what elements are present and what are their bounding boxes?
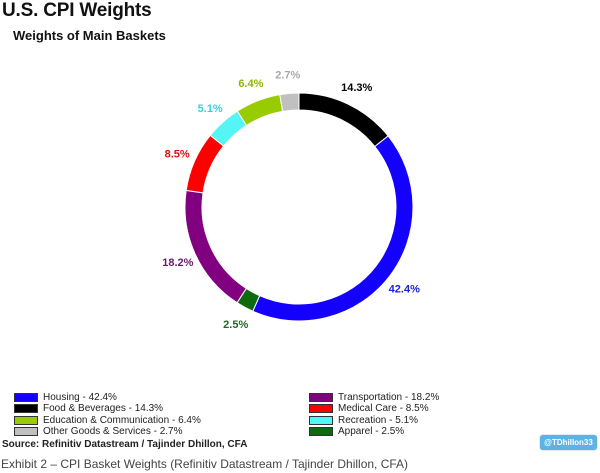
slice-label-medical-care: 8.5% (165, 149, 190, 161)
slice-label-education-communication: 6.4% (238, 78, 263, 90)
legend-label-education-communication: Education & Communication - 6.4% (43, 414, 201, 426)
slice-transportation (184, 189, 247, 304)
legend-label-apparel: Apparel - 2.5% (338, 426, 405, 437)
legend-swatch-apparel (309, 427, 333, 436)
slice-label-transportation: 18.2% (162, 257, 193, 269)
legend-item-food-beverages: Food & Beverages - 14.3% (14, 403, 163, 415)
chart-title: U.S. CPI Weights (2, 0, 152, 21)
legend-label-food-beverages: Food & Beverages - 14.3% (43, 403, 164, 414)
twitter-handle-badge: @TDhillon33 (540, 435, 597, 450)
legend-swatch-recreation (309, 415, 333, 425)
slice-label-housing: 42.4% (389, 283, 420, 295)
legend-label-transportation: Transportation - 18.2% (338, 391, 440, 403)
legend-swatch-other-goods-services (14, 427, 38, 436)
legend-item-medical-care: Medical Care - 8.5% (309, 403, 429, 415)
slice-label-apparel: 2.5% (223, 319, 248, 331)
source-note: Source: Refinitiv Datastream / Tajinder … (2, 439, 248, 450)
legend-label-recreation: Recreation - 5.1% (338, 414, 419, 426)
legend-swatch-housing (14, 392, 38, 402)
legend-item-transportation: Transportation - 18.2% (309, 391, 439, 403)
slice-education-communication (236, 94, 284, 127)
slice-label-other-goods-services: 2.7% (275, 69, 300, 81)
chart-subtitle: Weights of Main Baskets (13, 28, 166, 43)
legend-item-apparel: Apparel - 2.5% (309, 426, 404, 438)
legend-swatch-education-communication (14, 415, 38, 425)
legend-label-medical-care: Medical Care - 8.5% (338, 403, 429, 414)
legend-item-other-goods-services: Other Goods & Services - 2.7% (14, 426, 183, 438)
chart-legend: Housing - 42.4% Transportation - 18.2% Foo… (14, 391, 574, 439)
slice-label-food-beverages: 14.3% (341, 82, 372, 94)
legend-item-recreation: Recreation - 5.1% (309, 414, 418, 426)
legend-item-education-communication: Education & Communication - 6.4% (14, 414, 201, 426)
legend-swatch-food-beverages (14, 404, 38, 413)
slice-label-recreation: 5.1% (198, 103, 223, 115)
slice-food-beverages (298, 92, 389, 148)
legend-swatch-transportation (309, 392, 333, 402)
legend-label-other-goods-services: Other Goods & Services - 2.7% (43, 426, 183, 437)
legend-item-housing: Housing - 42.4% (14, 391, 117, 403)
chart-panel: U.S. CPI Weights Weights of Main Baskets… (2, 0, 597, 450)
slice-medical-care (185, 134, 225, 194)
donut-chart: 14.3% 42.4% 2.5% 18.2% 8.5% 5.1% 6.4% 2.7% (162, 69, 420, 331)
legend-swatch-medical-care (309, 404, 333, 413)
slice-other-goods-services (279, 92, 300, 112)
exhibit-caption: Exhibit 2 – CPI Basket Weights (Refiniti… (1, 457, 409, 471)
legend-label-housing: Housing - 42.4% (43, 391, 117, 403)
